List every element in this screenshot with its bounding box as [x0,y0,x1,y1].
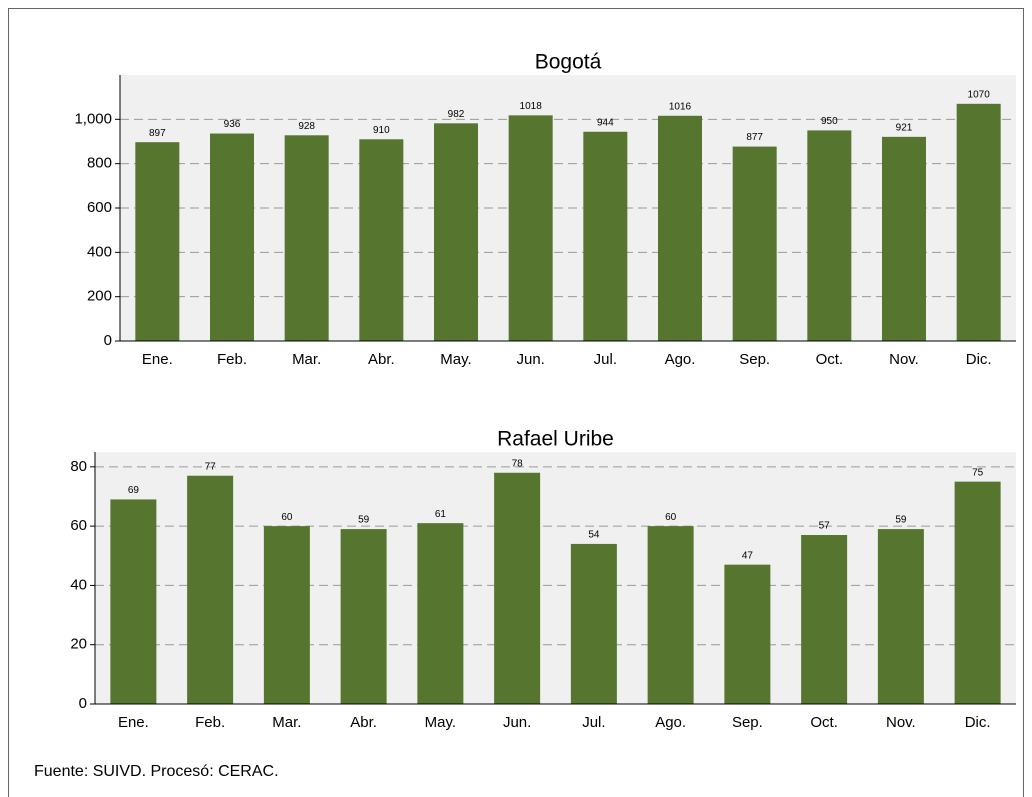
bar [801,535,848,704]
value-label: 877 [746,132,763,143]
x-tick-label: Jun. [503,714,531,731]
x-tick-label: Nov. [889,351,919,368]
x-tick-label: May. [425,714,456,731]
y-tick-label: 0 [104,332,112,349]
value-label: 921 [896,122,913,133]
x-tick-label: Ene. [142,351,173,368]
bar [110,499,157,704]
value-label: 944 [597,117,614,128]
x-tick-label: Feb. [217,351,247,368]
value-label: 1070 [968,89,991,100]
value-label: 60 [665,512,677,523]
x-tick-label: Jul. [594,351,617,368]
x-tick-label: Mar. [272,714,301,731]
x-tick-label: Oct. [810,714,838,731]
bar [135,142,180,341]
value-label: 910 [373,125,390,136]
x-tick-label: Jun. [516,351,544,368]
value-label: 47 [742,550,754,561]
value-label: 78 [512,458,524,469]
y-tick-label: 400 [87,243,112,260]
x-tick-label: Dic. [965,714,991,731]
plot-area [95,452,1016,704]
y-tick-label: 20 [70,636,87,653]
y-tick-label: 40 [70,576,87,593]
bar [417,523,464,704]
y-tick-label: 200 [87,288,112,305]
y-tick-label: 1,000 [74,110,112,127]
bar [434,123,478,341]
x-tick-label: Nov. [886,714,916,731]
bar [284,135,329,341]
bar [263,526,310,704]
value-label: 1018 [520,101,543,112]
value-label: 982 [448,109,465,120]
x-tick-label: Ene. [118,714,149,731]
bar [724,564,771,704]
value-label: 897 [149,128,166,139]
bar [647,526,694,704]
y-tick-label: 800 [87,155,112,172]
bar [583,131,628,341]
bar [494,472,541,704]
y-tick-label: 60 [70,517,87,534]
x-tick-label: Oct. [816,351,844,368]
value-label: 59 [358,515,370,526]
x-tick-label: Abr. [368,351,395,368]
x-tick-label: Dic. [966,351,992,368]
chart-title: Bogotá [535,51,602,74]
value-label: 75 [972,467,984,478]
value-label: 936 [224,119,241,130]
source-note: Fuente: SUIVD. Procesó: CERAC. [34,763,279,780]
y-tick-label: 80 [70,458,87,475]
x-tick-label: May. [440,351,471,368]
value-label: 928 [298,121,315,132]
bar [807,130,852,341]
x-tick-label: Jul. [582,714,605,731]
bar [658,115,702,341]
bar [508,115,553,342]
bar [732,146,777,341]
bar [882,136,926,341]
x-tick-label: Feb. [195,714,225,731]
value-label: 54 [588,530,600,541]
chart-title: Rafael Uribe [497,428,614,451]
value-label: 950 [821,116,838,127]
bar [340,529,387,704]
bar [954,481,1001,704]
x-tick-label: Sep. [739,351,770,368]
value-label: 77 [205,461,217,472]
bar [956,103,1001,341]
value-label: 1016 [669,101,692,112]
value-label: 59 [895,515,907,526]
bar [187,475,234,704]
value-label: 61 [435,509,447,520]
value-label: 57 [819,521,831,532]
value-label: 60 [281,512,293,523]
bar [210,133,254,341]
value-label: 69 [128,485,140,496]
x-tick-label: Sep. [732,714,763,731]
bar [359,139,404,341]
y-tick-label: 600 [87,199,112,216]
x-tick-label: Abr. [350,714,377,731]
bar [877,529,924,704]
frame [8,8,1024,797]
x-tick-label: Ago. [665,351,696,368]
bar [570,543,617,704]
x-tick-label: Mar. [292,351,321,368]
x-tick-label: Ago. [655,714,686,731]
y-tick-label: 0 [79,695,87,712]
